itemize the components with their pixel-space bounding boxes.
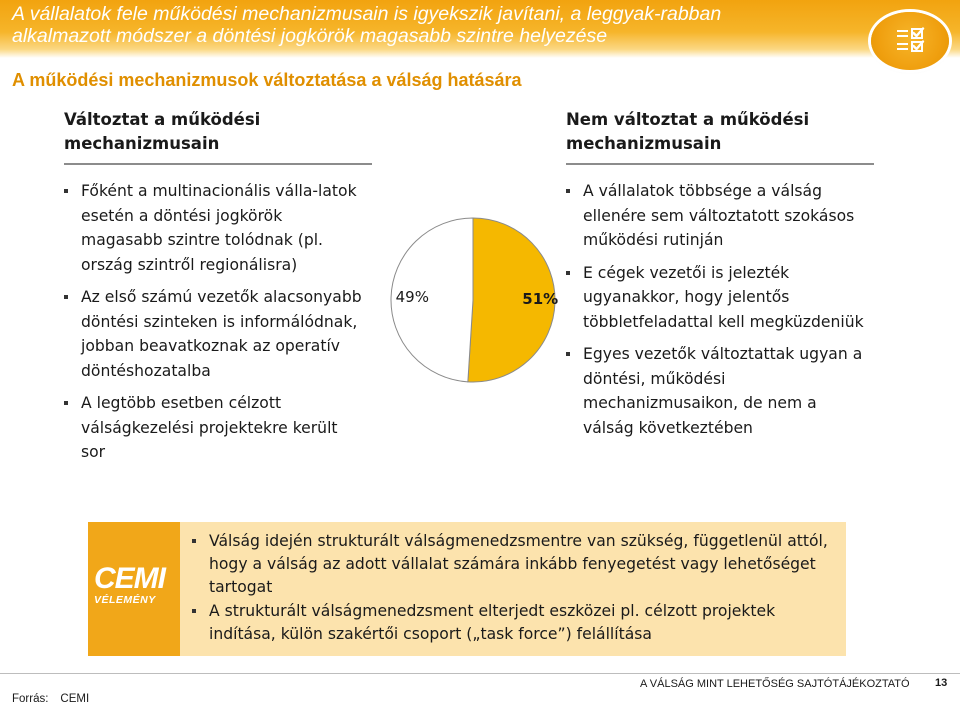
list-item: A legtöbb esetben célzott válságkezelési… bbox=[64, 391, 364, 465]
footer-divider bbox=[0, 673, 960, 674]
list-item: E cégek vezetői is jelezték ugyanakkor, … bbox=[566, 261, 866, 335]
list-item: A strukturált válságmenedzsment elterjed… bbox=[192, 600, 832, 646]
cemi-logo-panel bbox=[88, 522, 180, 656]
slide-subtitle: A működési mechanizmusok változtatása a … bbox=[12, 70, 522, 90]
cemi-logo-text: CEMI bbox=[94, 562, 166, 595]
left-heading-divider bbox=[64, 163, 372, 165]
left-column-heading: Változtat a működési mechanizmusain bbox=[64, 110, 261, 153]
source-label: Forrás: bbox=[12, 693, 49, 705]
list-item: A vállalatok többsége a válság ellenére … bbox=[566, 179, 866, 253]
right-bullet-list: A vállalatok többsége a válság ellenére … bbox=[566, 179, 866, 448]
source-value: CEMI bbox=[60, 693, 90, 705]
pie-slice-label-1: 49% bbox=[396, 288, 429, 306]
opinion-bullet-list: Válság idején strukturált válságmenedzsm… bbox=[192, 530, 832, 647]
pie-slice-0 bbox=[467, 217, 556, 383]
list-item: Főként a multinacionális válla-latok ese… bbox=[64, 179, 364, 277]
left-bullet-list: Főként a multinacionális válla-latok ese… bbox=[64, 179, 364, 473]
pie-chart: 51% 49% bbox=[378, 210, 568, 394]
opinion-box bbox=[88, 522, 846, 656]
right-heading-divider bbox=[566, 163, 874, 165]
checklist-icon bbox=[897, 27, 925, 52]
cemi-logo-subtext: VÉLEMÉNY bbox=[94, 594, 156, 606]
list-item: Válság idején strukturált válságmenedzsm… bbox=[192, 530, 832, 599]
right-column-heading: Nem változtat a működési mechanizmusain bbox=[566, 110, 810, 153]
cemi-logo: CEMI VÉLEMÉNY bbox=[94, 562, 176, 607]
page-number: 13 bbox=[935, 677, 948, 689]
list-item: Egyes vezetők változtattak ugyan a dönté… bbox=[566, 342, 866, 440]
footer-report-title: A VÁLSÁG MINT LEHETŐSÉG SAJTÓTÁJÉKOZTATÓ bbox=[640, 678, 910, 690]
source-note: Forrás: CEMI bbox=[12, 693, 89, 705]
checklist-badge bbox=[871, 12, 949, 70]
pie-slice-1 bbox=[390, 217, 474, 383]
slide-title: A vállalatok fele működési mechanizmusai… bbox=[12, 3, 722, 47]
pie-slice-label-0: 51% bbox=[522, 290, 558, 308]
list-item: Az első számú vezetők alacsonyabb döntés… bbox=[64, 285, 364, 383]
title-bar: A vállalatok fele működési mechanizmusai… bbox=[0, 0, 960, 58]
